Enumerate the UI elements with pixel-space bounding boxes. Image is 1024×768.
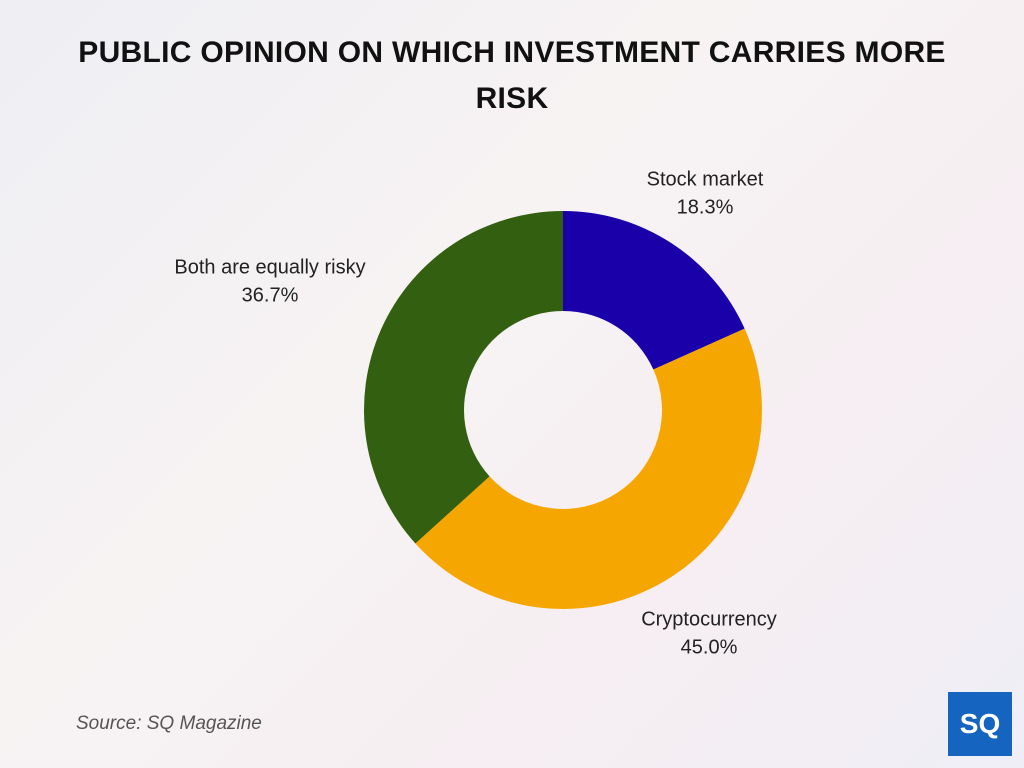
value-label: 36.7% (242, 284, 299, 306)
donut-segment (563, 211, 745, 370)
category-label: Stock market (647, 168, 764, 190)
chart-title: PUBLIC OPINION ON WHICH INVESTMENT CARRI… (78, 36, 946, 115)
category-label: Both are equally risky (174, 256, 365, 278)
logo: SQ (948, 692, 1012, 756)
donut-segment (415, 328, 762, 609)
category-label: Cryptocurrency (641, 608, 777, 630)
value-label: 45.0% (681, 636, 738, 658)
value-label: 18.3% (677, 196, 734, 218)
source: Source: SQ Magazine (76, 713, 262, 734)
donut-segment (364, 211, 563, 544)
